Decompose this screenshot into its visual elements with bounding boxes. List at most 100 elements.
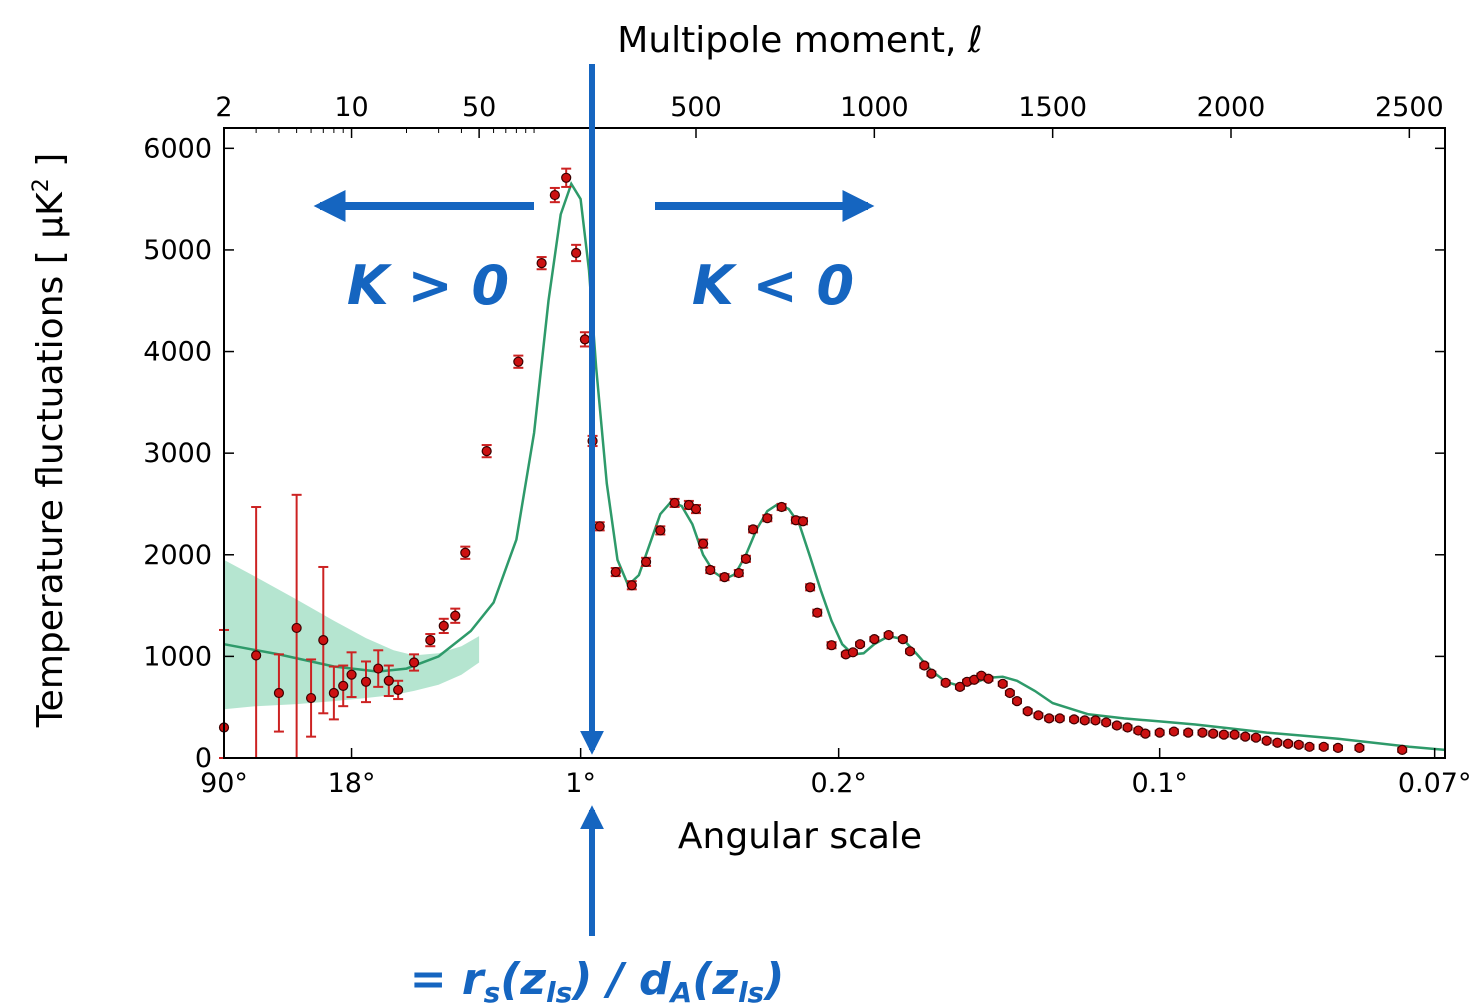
y-tick-label: 6000 xyxy=(143,133,212,164)
data-point xyxy=(1229,729,1240,740)
y-tick-label: 0 xyxy=(195,743,212,774)
data-point xyxy=(1154,727,1165,738)
data-point xyxy=(1332,742,1344,753)
bottom-axis-ticks: 90° 18° 1° 0.2° 0.1° 0.07° xyxy=(200,748,1471,799)
data-point xyxy=(1197,727,1208,738)
data-point xyxy=(705,564,716,576)
data-point xyxy=(1054,713,1065,724)
data-point xyxy=(1304,741,1315,752)
data-point xyxy=(954,681,966,692)
positive-curvature-label: K > 0 xyxy=(347,254,509,317)
data-point xyxy=(338,680,349,691)
data-point xyxy=(776,501,787,513)
data-point xyxy=(1011,695,1023,707)
sound-horizon-formula: = rs(zls) / dA(zls) xyxy=(410,954,785,1007)
data-point xyxy=(305,692,317,704)
data-point xyxy=(1183,727,1194,738)
data-point xyxy=(536,258,547,269)
data-point xyxy=(1354,742,1365,753)
top-tick-label: 2000 xyxy=(1197,92,1266,123)
data-point xyxy=(797,516,809,527)
data-point xyxy=(997,678,1008,689)
data-point xyxy=(805,582,816,593)
data-point xyxy=(640,556,652,567)
top-tick-label: 1500 xyxy=(1018,92,1087,123)
data-point xyxy=(1282,738,1294,749)
data-point xyxy=(438,620,449,632)
data-point xyxy=(251,650,262,661)
data-point xyxy=(273,687,285,699)
data-point xyxy=(1004,687,1015,699)
data-point xyxy=(1208,728,1219,739)
data-point xyxy=(1043,713,1055,724)
data-point xyxy=(561,172,572,183)
x-tick-label: 90° xyxy=(200,768,248,799)
data-points-layer xyxy=(218,172,1408,755)
data-point xyxy=(1068,714,1080,725)
cosmic-variance-band xyxy=(224,559,480,710)
y-axis-ticks: 0 1000 2000 3000 4000 5000 6000 xyxy=(143,133,1445,774)
data-point xyxy=(690,503,702,515)
data-point xyxy=(1079,715,1090,726)
data-point xyxy=(610,566,621,578)
data-point xyxy=(360,676,372,687)
data-point xyxy=(1218,729,1229,740)
data-point xyxy=(513,356,524,367)
y-axis-title: Temperature fluctuations [ μK2 ] xyxy=(29,153,71,728)
top-tick-label: 2 xyxy=(215,92,232,123)
data-point xyxy=(762,513,773,524)
data-point xyxy=(826,640,837,651)
data-point xyxy=(1397,744,1408,755)
data-point xyxy=(1293,739,1304,750)
y-tick-label: 5000 xyxy=(143,235,212,266)
data-point xyxy=(747,524,759,535)
data-point xyxy=(1101,717,1112,728)
data-point xyxy=(926,668,937,679)
x-axis-title: Angular scale xyxy=(678,816,922,857)
data-point xyxy=(869,634,880,645)
data-point xyxy=(1033,710,1044,721)
data-point xyxy=(1261,735,1272,746)
y-axis-title-end: ] xyxy=(30,153,71,179)
data-point xyxy=(318,635,329,646)
data-point xyxy=(626,580,637,591)
top-tick-label: 50 xyxy=(462,92,496,123)
data-point xyxy=(740,553,752,564)
data-point xyxy=(655,525,666,536)
data-point xyxy=(408,657,420,668)
data-point xyxy=(904,646,916,657)
data-point xyxy=(847,647,859,658)
plot-frame xyxy=(223,127,1446,759)
data-point xyxy=(460,547,471,558)
data-point xyxy=(425,635,436,646)
data-point xyxy=(549,189,560,201)
top-axis-ticks: 2 10 50 500 1000 1500 2000 2500 xyxy=(215,92,1444,138)
data-point xyxy=(571,247,582,259)
top-tick-label: 1000 xyxy=(840,92,909,123)
top-tick-label: 2500 xyxy=(1375,92,1444,123)
y-axis-title-main: Temperature fluctuations [ μK xyxy=(30,191,71,728)
data-point xyxy=(328,687,339,699)
data-point xyxy=(733,567,744,579)
data-point xyxy=(698,538,709,549)
data-point xyxy=(719,572,730,583)
data-point xyxy=(393,684,404,696)
data-point xyxy=(1318,741,1329,752)
data-point xyxy=(594,521,605,532)
data-point xyxy=(1240,731,1251,742)
data-point xyxy=(579,334,591,345)
y-axis-title-superscript: 2 xyxy=(29,178,54,192)
top-axis-title: Multipole moment, ℓ xyxy=(617,20,982,61)
x-tick-label: 0.2° xyxy=(810,768,866,799)
data-point xyxy=(383,675,394,686)
data-point xyxy=(291,622,302,634)
data-point xyxy=(1272,737,1283,748)
data-point xyxy=(854,639,866,650)
data-point xyxy=(1168,726,1180,737)
x-tick-label: 0.07° xyxy=(1398,768,1472,799)
y-tick-label: 3000 xyxy=(143,438,212,469)
data-point xyxy=(983,673,994,684)
top-tick-label: 10 xyxy=(334,92,368,123)
data-point xyxy=(346,669,357,680)
